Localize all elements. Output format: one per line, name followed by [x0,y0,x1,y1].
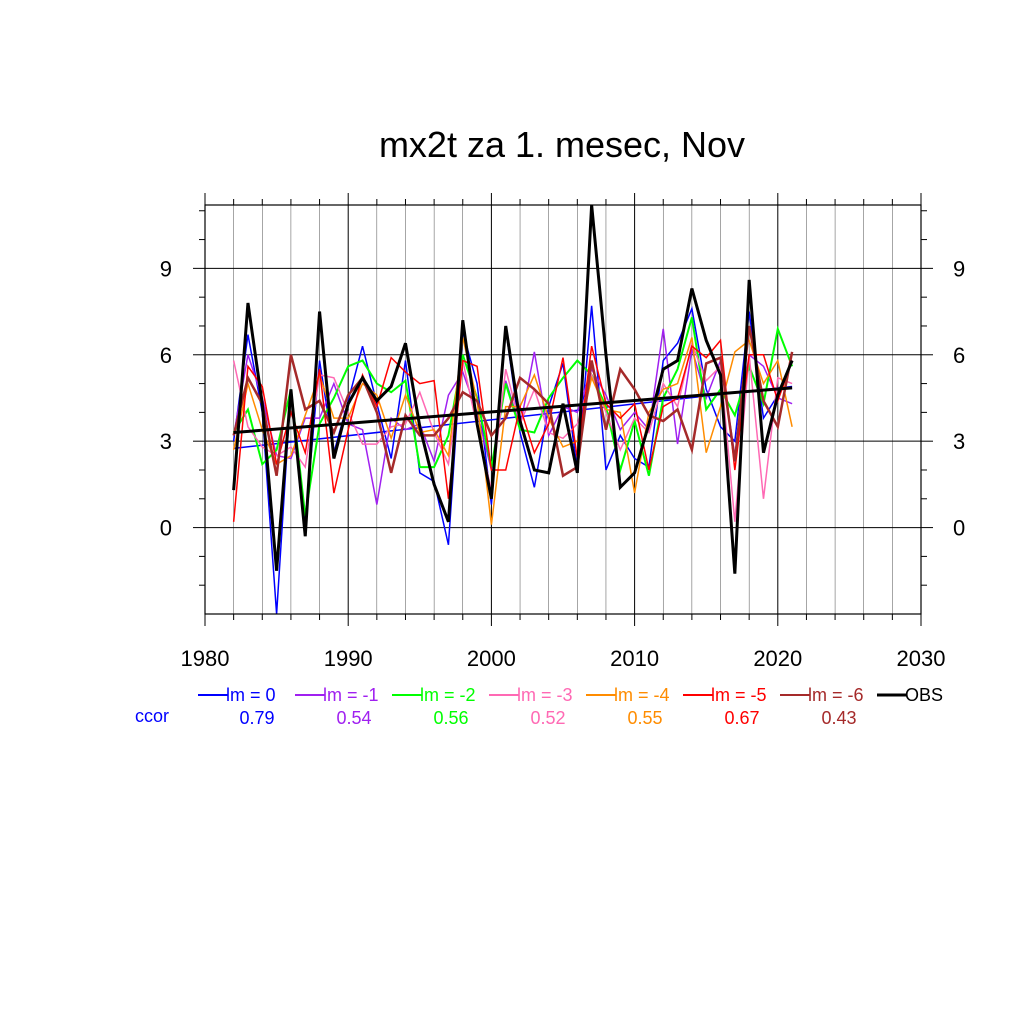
plot-frame [204,204,922,615]
y-tick-label: 0 [160,516,172,541]
legend-label: lm = -4 [614,685,670,705]
x-tick-label: 2030 [897,646,946,671]
legend-ccor-value: 0.79 [239,708,274,728]
legend-label: lm = -1 [323,685,379,705]
series-line [232,204,794,574]
series-group [232,204,794,615]
legend-ccor-value: 0.56 [433,708,468,728]
x-tick-label: 2020 [753,646,802,671]
legend-label: OBS [905,685,943,705]
series-line [232,338,793,522]
legend-label: lm = -2 [420,685,476,705]
trend-line [233,386,793,435]
series-line [232,325,794,478]
x-tick-label: 1980 [181,646,230,671]
axis-ticks: 1980 1990 2000 2010 2020 2030 0 0 3 3 6 6 9 9 [160,193,965,671]
y-tick-label-right: 6 [953,343,965,368]
legend-ccor-value: 0.67 [724,708,759,728]
legend-label: lm = -3 [517,685,573,705]
y-tick-label-right: 9 [953,256,965,281]
y-tick-label: 9 [160,256,172,281]
legend-label: lm = -6 [808,685,864,705]
y-tick-label: 6 [160,343,172,368]
legend-label: lm = 0 [226,685,276,705]
legend-ccor-value: 0.55 [627,708,662,728]
x-tick-label: 2010 [610,646,659,671]
legend: ccor lm = 0 0.79 lm = -1 0.54 lm = -2 0.56 lm =… [135,685,943,728]
x-tick-label: 1990 [324,646,373,671]
legend-ccor-value: 0.52 [530,708,565,728]
x-tick-label: 2000 [467,646,516,671]
legend-label: lm = -5 [711,685,767,705]
legend-ccor-value: 0.54 [336,708,371,728]
y-tick-label-right: 3 [953,429,965,454]
y-tick-label: 3 [160,429,172,454]
y-tick-label-right: 0 [953,516,965,541]
legend-ccor-value: 0.43 [821,708,856,728]
chart-title: mx2t za 1. mesec, Nov [378,124,746,165]
ccor-label: ccor [135,706,169,726]
